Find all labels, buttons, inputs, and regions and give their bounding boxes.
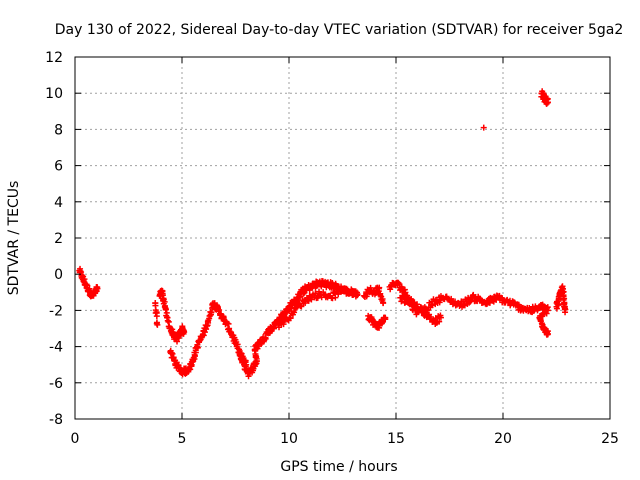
data-point — [395, 279, 402, 286]
y-tick-label: 4 — [54, 195, 63, 211]
data-point — [486, 299, 493, 306]
y-tick-label: 8 — [54, 122, 63, 138]
data-point — [77, 268, 84, 275]
data-point — [159, 290, 166, 297]
data-point — [354, 291, 361, 298]
data-point — [562, 309, 569, 316]
data-point — [208, 309, 215, 316]
x-tick-label: 5 — [178, 431, 187, 447]
data-point — [194, 344, 201, 351]
data-point — [181, 329, 188, 336]
data-point — [312, 290, 319, 297]
data-point — [376, 284, 383, 291]
y-axis-label: SDTVAR / TECUs — [6, 181, 22, 296]
y-tick-label: 10 — [45, 86, 63, 102]
x-tick-label: 20 — [494, 431, 512, 447]
data-point — [154, 321, 161, 328]
data-point — [301, 289, 308, 296]
data-point — [411, 302, 418, 309]
data-point — [377, 290, 384, 297]
data-point — [276, 324, 283, 331]
y-tick-label: -2 — [49, 303, 63, 319]
data-point — [153, 313, 160, 320]
y-tick-label: 0 — [54, 267, 63, 283]
y-tick-label: -8 — [49, 412, 63, 428]
y-tick-label: -4 — [49, 340, 63, 356]
data-point — [216, 306, 223, 313]
data-point — [162, 306, 169, 313]
x-tick-label: 10 — [280, 431, 298, 447]
data-point — [332, 294, 339, 301]
data-point — [335, 291, 342, 298]
data-point — [480, 124, 487, 131]
data-point — [544, 330, 551, 337]
data-point — [245, 373, 252, 380]
data-point — [84, 282, 91, 289]
y-tick-label: 6 — [54, 159, 63, 175]
chart-title: Day 130 of 2022, Sidereal Day-to-day VTE… — [55, 22, 624, 38]
data-point — [403, 295, 410, 302]
data-point — [94, 285, 101, 292]
x-axis-label: GPS time / hours — [280, 459, 397, 475]
x-tick-label: 0 — [71, 431, 80, 447]
y-tick-label: -6 — [49, 376, 63, 392]
data-point — [427, 313, 434, 320]
data-point — [382, 314, 389, 321]
data-point — [544, 99, 551, 106]
data-point — [287, 315, 294, 322]
tick-layer: 0 5 10 15 20 25 -8 -6 -4 -2 0 2 4 6 8 10 12 — [45, 50, 619, 447]
data-point — [308, 296, 315, 303]
data-point — [86, 285, 93, 292]
data-layer — [76, 88, 569, 380]
x-tick-label: 15 — [387, 431, 405, 447]
data-point — [437, 314, 444, 321]
data-point — [236, 352, 243, 359]
y-tick-label: 2 — [54, 231, 63, 247]
data-point — [380, 300, 387, 307]
data-point — [203, 326, 210, 333]
data-point — [398, 298, 405, 305]
data-point — [252, 361, 259, 368]
y-tick-label: 12 — [45, 50, 63, 66]
x-tick-label: 25 — [601, 431, 619, 447]
